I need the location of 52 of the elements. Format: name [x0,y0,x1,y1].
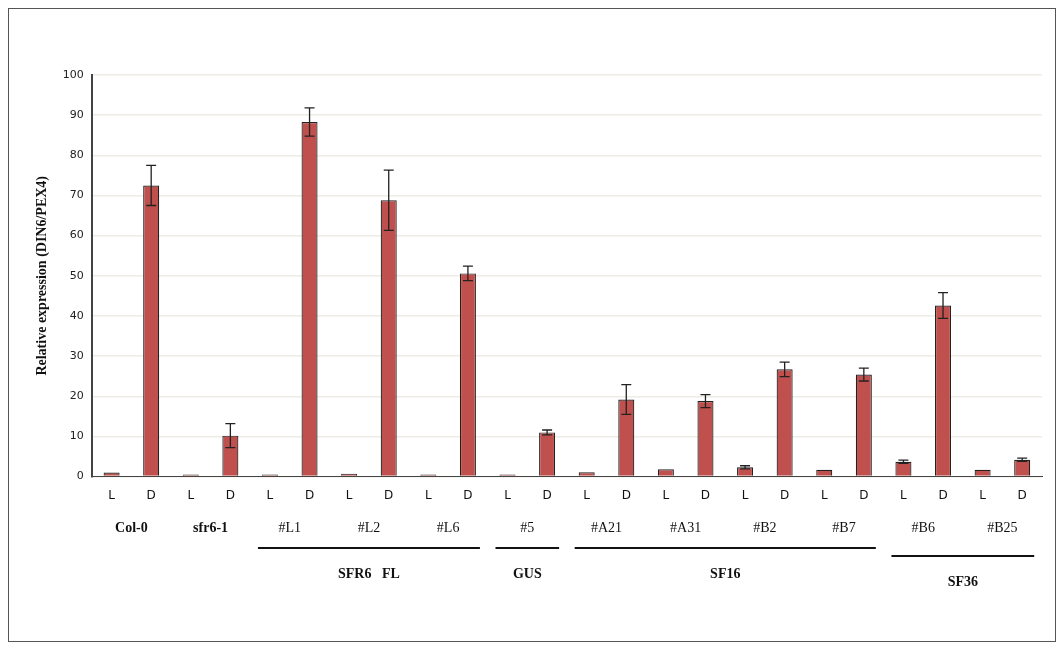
y-tick-label: 100 [62,67,84,81]
x-tick-label: D [463,487,473,502]
y-axis-title: Relative expression (DIN6/PEX4) [34,175,51,376]
x-tick-label: D [146,487,156,502]
x-tick-label: D [780,487,790,502]
text: #B7 [832,519,856,535]
text: GUS [512,565,542,581]
x-tick-label: L [979,487,987,502]
x-tick-label: D [938,487,948,502]
x-tick-label: L [424,487,432,502]
text: #A21 [590,519,623,535]
text: #L1 [278,519,302,535]
x-tick-label: L [820,487,828,502]
x-tick-label: L [266,487,274,502]
text: sfr6-1 [193,519,229,535]
text: Col-0 [115,519,148,535]
y-tick-label: 50 [69,268,84,282]
x-tick-label: L [741,487,749,502]
text: #L2 [357,519,381,535]
text: #5 [520,519,535,535]
x-tick-label: L [662,487,670,502]
text: #B25 [987,519,1018,535]
y-tick-label: 10 [69,429,84,443]
text: SF16 [710,565,741,581]
text: #L6 [436,519,460,535]
text: #A31 [670,519,702,535]
text: SF36 [947,573,978,589]
x-tick-label: L [504,487,512,502]
x-tick-label: D [1017,487,1027,502]
y-tick-label: 40 [69,308,84,322]
text: SFR6 FL [338,565,400,581]
x-tick-label: D [542,487,552,502]
y-tick-label: 70 [69,188,84,202]
x-tick-label: D [621,487,631,502]
x-tick-label: L [108,487,116,502]
x-tick-label: D [384,487,394,502]
x-tick-label: L [187,487,195,502]
y-tick-label: 30 [69,348,84,362]
y-tick-label: 60 [69,228,84,242]
x-tick-label: L [900,487,908,502]
y-tick-label: 0 [76,469,84,483]
y-tick-label: 90 [69,108,84,122]
x-tick-label: L [345,487,353,502]
x-tick-label: D [304,487,315,502]
x-tick-label: D [700,487,711,502]
y-tick-label: 20 [69,389,84,403]
text: #B6 [911,519,935,535]
x-tick-label: L [583,487,591,502]
text: #B2 [753,519,777,535]
y-tick-label: 80 [69,148,84,162]
x-tick-label: D [859,487,869,502]
x-tick-label: D [225,487,235,502]
